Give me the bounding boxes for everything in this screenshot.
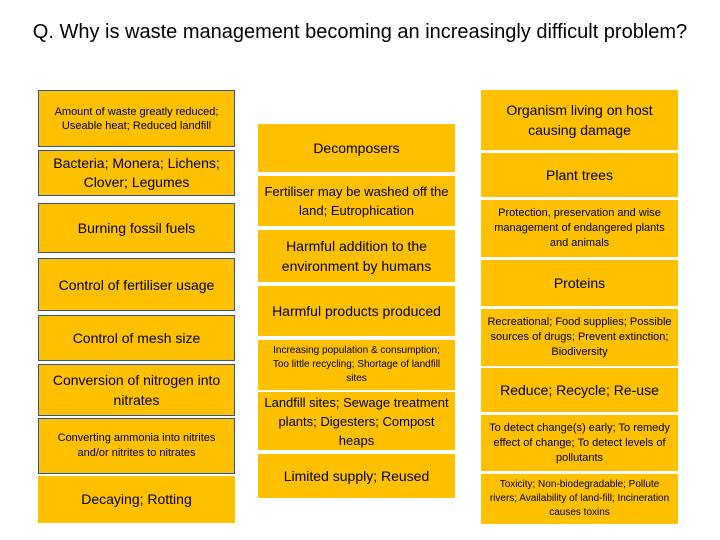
term-card[interactable]: Decomposers [258,124,455,172]
term-card-label: Harmful products produced [272,303,441,319]
term-card-label: Toxicity; Non-biodegradable; Pollute riv… [489,479,670,518]
term-card-label: Recreational; Food supplies; Possible so… [487,316,672,358]
term-card[interactable]: Increasing population & consumption; Too… [258,340,455,390]
term-card-label: Protection, preservation and wise manage… [494,207,665,249]
term-card[interactable]: Recreational; Food supplies; Possible so… [481,309,678,366]
term-card[interactable]: Amount of waste greatly reduced; Useable… [38,90,235,147]
question-title: Q. Why is waste management becoming an i… [32,21,688,43]
term-card[interactable]: Control of fertiliser usage [38,258,235,311]
term-card-label: Bacteria; Monera; Lichens; Clover; Legum… [53,155,220,190]
term-card-label: Decaying; Rotting [81,491,192,507]
term-card-label: Landfill sites; Sewage treatment plants;… [264,394,449,448]
term-card-label: Decomposers [313,139,400,156]
term-card-label: Organism living on host causing damage [506,102,653,138]
term-card[interactable]: Landfill sites; Sewage treatment plants;… [258,392,455,450]
term-card[interactable]: Toxicity; Non-biodegradable; Pollute riv… [481,474,678,524]
term-card-label: Increasing population & consumption; Too… [272,345,441,384]
term-card[interactable]: Organism living on host causing damage [481,90,678,150]
term-card[interactable]: Limited supply; Reused [258,454,455,498]
term-card-label: To detect change(s) early; To remedy eff… [489,421,670,464]
term-card-label: Fertiliser may be washed off the land; E… [264,184,449,218]
term-card[interactable]: Harmful products produced [258,286,455,336]
term-card-label: Burning fossil fuels [77,219,196,236]
term-card[interactable]: Conversion of nitrogen into nitrates [38,364,235,416]
term-card-label: Proteins [553,274,606,291]
term-card[interactable]: To detect change(s) early; To remedy eff… [481,415,678,471]
term-card-label: Plant trees [546,166,613,183]
term-card[interactable]: Protection, preservation and wise manage… [481,200,678,257]
term-card-label: Control of mesh size [72,329,201,346]
term-card[interactable]: Reduce; Recycle; Re-use [481,368,678,412]
term-card-label: Limited supply; Reused [283,467,430,484]
term-card-label: Conversion of nitrogen into nitrates [52,372,221,408]
term-card[interactable]: Control of mesh size [38,315,235,361]
term-card-label: Harmful addition to the environment by h… [281,238,432,274]
term-card-label: Control of fertiliser usage [58,276,215,293]
term-card[interactable]: Decaying; Rotting [38,476,235,523]
term-card[interactable]: Fertiliser may be washed off the land; E… [258,176,455,226]
term-card-label: Amount of waste greatly reduced; Useable… [54,105,219,132]
term-card[interactable]: Burning fossil fuels [38,203,235,253]
term-card[interactable]: Proteins [481,260,678,306]
term-card[interactable]: Plant trees [481,153,678,197]
term-card[interactable]: Harmful addition to the environment by h… [258,230,455,282]
term-card-label: Reduce; Recycle; Re-use [500,381,659,398]
term-card-label: Converting ammonia into nitrites and/or … [57,432,216,459]
term-card[interactable]: Bacteria; Monera; Lichens; Clover; Legum… [38,150,235,196]
term-card[interactable]: Converting ammonia into nitrites and/or … [38,418,235,474]
